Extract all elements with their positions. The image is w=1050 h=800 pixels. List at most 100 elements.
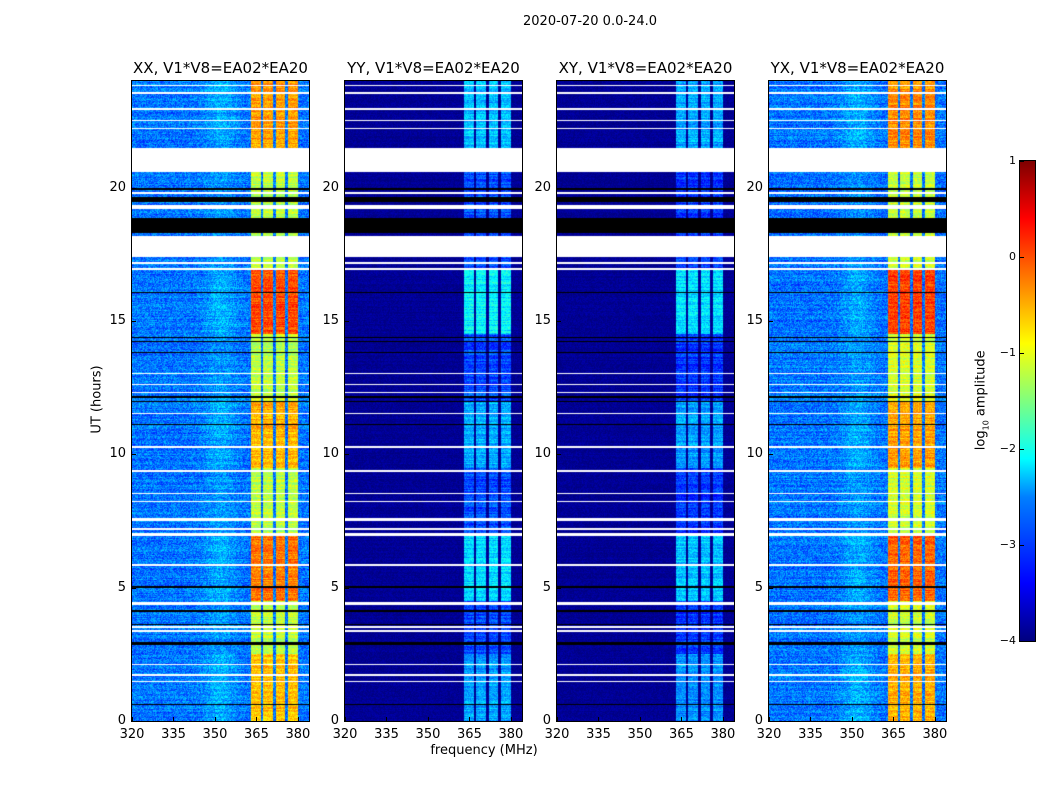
x-tick-label: 335 (161, 727, 186, 742)
colorbar-tick-label: −1 (999, 346, 1016, 359)
y-tick-mark (769, 721, 773, 722)
y-tick-label: 5 (117, 579, 126, 595)
colorbar-tick-label: −3 (999, 538, 1016, 551)
heatmap-panel-2: YY, V1*V8=EA02*EA20 320 335 350 365 380 0 5 10 15… (322, 59, 523, 742)
x-tick-mark (893, 717, 895, 721)
colorbar-tick-mark (1020, 449, 1024, 450)
x-tick-mark (132, 717, 133, 721)
y-tick-label: 15 (109, 313, 126, 328)
x-tick-label: 350 (839, 727, 865, 742)
y-tick-mark (345, 587, 349, 589)
y-tick-label: 20 (534, 179, 551, 195)
x-tick-label: 380 (710, 727, 736, 742)
y-tick-label: 20 (322, 179, 339, 195)
x-tick-label: 380 (922, 727, 948, 742)
x-tick-label: 365 (457, 727, 482, 742)
y-tick-label: 15 (746, 313, 763, 328)
x-tick-mark (469, 717, 471, 721)
y-tick-mark (132, 187, 136, 189)
y-tick-label: 15 (322, 313, 339, 328)
y-tick-mark (345, 187, 349, 189)
heatmap-image (769, 81, 946, 721)
colorbar-tick-mark (1020, 353, 1024, 354)
heatmap-image (345, 81, 522, 721)
y-tick-mark (132, 454, 136, 456)
x-tick-mark (722, 717, 724, 721)
x-tick-mark (810, 717, 812, 721)
x-tick-mark (557, 717, 558, 721)
colorbar-tick-label: −2 (999, 442, 1016, 455)
panel-title: YX, V1*V8=EA02*EA20 (770, 59, 945, 77)
y-tick-mark (557, 454, 561, 456)
y-tick-mark (132, 587, 136, 589)
y-tick-mark (557, 321, 561, 322)
x-tick-label: 320 (119, 727, 145, 742)
heatmap-panel-3: XY, V1*V8=EA02*EA20 320 335 350 365 380 0 5 10 15… (534, 59, 735, 742)
x-tick-label: 320 (756, 727, 782, 742)
x-tick-label: 335 (374, 727, 399, 742)
y-tick-label: 15 (534, 313, 551, 328)
x-tick-mark (934, 717, 936, 721)
x-tick-label: 380 (285, 727, 311, 742)
colorbar-tick-mark (1020, 161, 1024, 162)
x-tick-label: 320 (544, 727, 570, 742)
y-tick-mark (557, 587, 561, 589)
x-tick-mark (214, 717, 216, 721)
y-tick-label: 10 (746, 446, 763, 462)
x-tick-label: 335 (586, 727, 611, 742)
x-tick-mark (297, 717, 299, 721)
y-tick-mark (769, 454, 773, 456)
y-tick-label: 5 (542, 579, 551, 595)
y-tick-label: 0 (542, 713, 551, 728)
x-tick-label: 380 (498, 727, 524, 742)
colorbar-label: log10 amplitude (973, 350, 991, 451)
x-tick-mark (386, 717, 388, 721)
x-tick-label: 365 (244, 727, 269, 742)
figure-title: 2020-07-20 0.0-24.0 (523, 14, 657, 29)
x-tick-label: 350 (415, 727, 441, 742)
colorbar-tick-label: 1 (1009, 154, 1016, 167)
colorbar-tick-label: 0 (1009, 250, 1016, 263)
y-axis-label: UT (hours) (89, 365, 105, 434)
y-tick-mark (769, 587, 773, 589)
y-tick-label: 5 (330, 579, 339, 595)
colorbar-tick-mark (1020, 641, 1024, 642)
y-tick-mark (132, 721, 136, 722)
x-axis-label: frequency (MHz) (430, 743, 538, 758)
x-tick-mark (681, 717, 683, 721)
y-tick-label: 0 (754, 713, 763, 728)
x-tick-mark (598, 717, 600, 721)
y-tick-mark (345, 721, 349, 722)
y-tick-label: 20 (746, 179, 763, 195)
panel-title: XY, V1*V8=EA02*EA20 (558, 59, 733, 77)
panel-title: YY, V1*V8=EA02*EA20 (347, 59, 520, 77)
y-tick-label: 0 (117, 713, 126, 728)
y-tick-mark (345, 321, 349, 322)
panel-title: XX, V1*V8=EA02*EA20 (133, 59, 308, 77)
heatmap-image (132, 81, 309, 721)
x-tick-mark (510, 717, 512, 721)
y-tick-mark (769, 321, 773, 322)
y-tick-label: 20 (109, 179, 126, 195)
colorbar-tick-label: −4 (999, 634, 1016, 647)
x-tick-label: 365 (669, 727, 694, 742)
x-tick-mark (345, 717, 346, 721)
x-tick-label: 350 (202, 727, 228, 742)
y-tick-mark (769, 187, 773, 189)
y-tick-mark (345, 454, 349, 456)
x-tick-label: 335 (798, 727, 823, 742)
x-tick-mark (173, 717, 175, 721)
x-tick-mark (256, 717, 258, 721)
y-tick-label: 10 (534, 446, 551, 462)
y-tick-mark (557, 721, 561, 722)
x-tick-label: 365 (881, 727, 906, 742)
x-tick-mark (427, 717, 429, 721)
colorbar-tick-mark (1020, 545, 1024, 546)
x-tick-mark (851, 717, 853, 721)
colorbar-tick-mark (1020, 257, 1024, 258)
y-tick-mark (132, 321, 136, 322)
heatmap-panel-1: XX, V1*V8=EA02*EA20 320 335 350 365 380 0 5 10 15… (109, 59, 310, 742)
x-tick-mark (769, 717, 770, 721)
x-tick-mark (639, 717, 641, 721)
